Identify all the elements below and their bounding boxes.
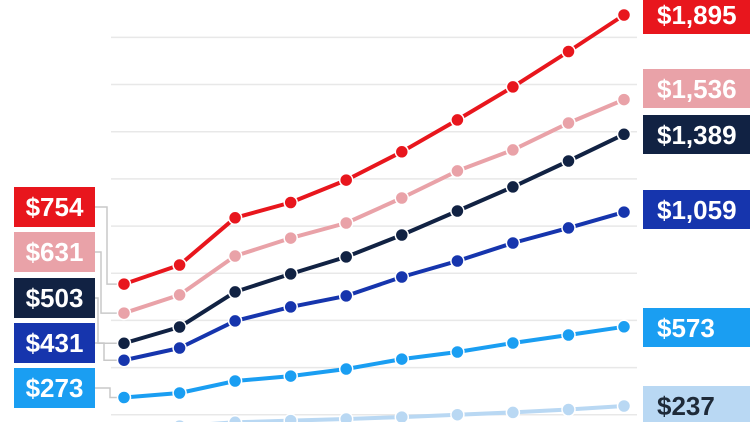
- label-connector: [95, 342, 117, 361]
- data-point-pink: [505, 142, 521, 158]
- series-line-pale-blue: [119, 398, 632, 422]
- data-point-navy: [338, 249, 354, 265]
- data-point-red: [338, 172, 354, 188]
- data-point-pale-blue: [227, 415, 243, 422]
- data-point-pale-blue: [173, 418, 186, 422]
- data-point-bright-blue: [116, 390, 132, 405]
- data-point-pale-blue: [338, 411, 354, 422]
- data-point-pale-blue: [450, 407, 465, 422]
- data-point-pale-blue: [283, 413, 298, 422]
- data-point-royal-blue: [283, 299, 298, 315]
- start-value-label-bright-blue: $273: [14, 368, 95, 408]
- series-line-pink: [116, 92, 632, 321]
- series-line-navy: [116, 127, 632, 351]
- data-point-royal-blue: [561, 220, 576, 236]
- data-point-navy: [394, 227, 410, 243]
- data-point-royal-blue: [116, 352, 132, 368]
- data-point-pink: [338, 215, 354, 231]
- series-line-red: [116, 7, 632, 292]
- data-point-red: [116, 276, 132, 292]
- data-point-royal-blue: [505, 235, 521, 251]
- data-point-bright-blue: [616, 319, 632, 335]
- data-point-pale-blue: [616, 398, 632, 414]
- end-value-label-bright-blue: $573: [643, 308, 750, 347]
- data-point-red: [505, 79, 521, 95]
- data-point-royal-blue: [227, 313, 243, 329]
- series-path-pale-blue: [210, 404, 626, 422]
- data-point-navy: [450, 203, 465, 219]
- end-value-label-pink: $1,536: [643, 69, 750, 108]
- series-path-navy: [122, 132, 626, 346]
- data-point-bright-blue: [450, 344, 465, 360]
- data-point-red: [616, 7, 632, 23]
- data-point-red: [227, 210, 243, 226]
- start-value-label-pink: $631: [14, 232, 95, 272]
- data-point-pink: [394, 190, 410, 206]
- gridlines: [111, 36, 637, 416]
- data-point-navy: [227, 284, 243, 300]
- data-point-pale-blue: [394, 409, 410, 422]
- data-point-red: [172, 257, 187, 273]
- data-point-royal-blue: [450, 253, 465, 269]
- data-point-royal-blue: [394, 269, 410, 285]
- data-point-bright-blue: [283, 368, 298, 384]
- series-path-bright-blue: [122, 324, 626, 400]
- label-connector: [95, 387, 117, 399]
- data-point-pink: [283, 230, 298, 246]
- data-point-pink: [561, 115, 576, 131]
- data-point-navy: [561, 153, 576, 169]
- data-point-bright-blue: [505, 335, 521, 351]
- series-path-royal-blue: [122, 210, 626, 363]
- data-point-navy: [172, 319, 187, 335]
- data-point-navy: [616, 127, 632, 142]
- data-point-bright-blue: [338, 361, 354, 377]
- data-point-red: [394, 144, 410, 160]
- series-line-royal-blue: [116, 204, 632, 368]
- data-point-navy: [116, 336, 132, 351]
- label-connector: [95, 206, 117, 285]
- data-point-pink: [616, 92, 632, 107]
- data-point-red: [561, 44, 576, 59]
- data-point-navy: [283, 266, 298, 282]
- start-value-label-royal-blue: $431: [14, 323, 95, 363]
- end-value-label-pale-blue: $237: [643, 386, 750, 422]
- data-point-royal-blue: [172, 340, 187, 356]
- data-point-red: [450, 112, 465, 128]
- data-point-royal-blue: [338, 288, 354, 304]
- data-point-red: [283, 195, 298, 210]
- series-line-bright-blue: [116, 319, 632, 405]
- label-connectors: [95, 206, 117, 399]
- label-connector: [95, 297, 117, 345]
- start-value-label-navy: $503: [14, 278, 95, 318]
- data-point-pale-blue: [561, 402, 576, 417]
- data-point-bright-blue: [394, 351, 410, 367]
- data-point-bright-blue: [172, 385, 187, 401]
- series-path-red: [122, 13, 626, 287]
- data-point-pale-blue: [505, 405, 521, 420]
- end-value-label-royal-blue: $1,059: [643, 190, 750, 229]
- data-point-bright-blue: [227, 373, 243, 389]
- label-connector: [95, 251, 117, 314]
- data-point-navy: [505, 179, 521, 195]
- data-point-royal-blue: [616, 204, 632, 220]
- end-value-label-red: $1,895: [643, 0, 750, 34]
- data-point-pink: [227, 248, 243, 264]
- end-value-label-navy: $1,389: [643, 115, 750, 154]
- data-point-pink: [116, 305, 132, 321]
- series-path-pink: [122, 97, 626, 316]
- start-value-label-red: $754: [14, 187, 95, 227]
- data-point-pink: [172, 287, 187, 303]
- data-point-bright-blue: [561, 327, 576, 343]
- data-point-pink: [450, 163, 465, 179]
